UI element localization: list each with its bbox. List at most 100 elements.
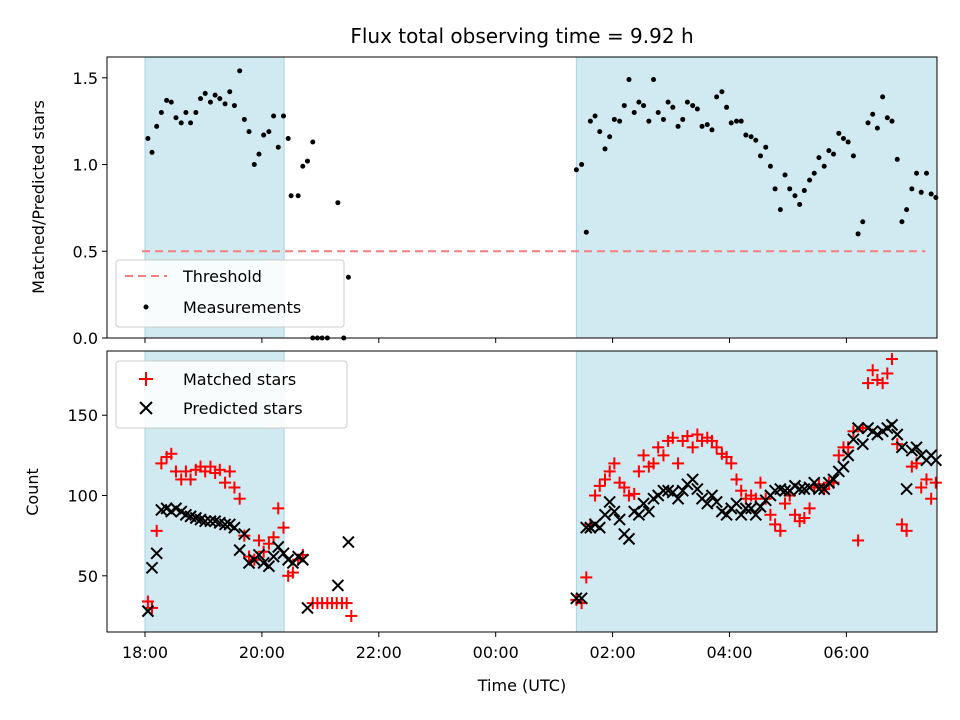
measurement-point (227, 89, 233, 95)
measurement-point (719, 89, 725, 95)
measurement-point (831, 151, 837, 157)
matched-star-point (184, 473, 197, 486)
matched-star-point (691, 428, 704, 441)
measurement-point (684, 99, 690, 105)
measurement-point (836, 130, 842, 136)
predicted-star-point (252, 548, 266, 562)
measurement-point (617, 118, 623, 124)
y-tick-label: 1.0 (73, 156, 98, 175)
measurement-point (904, 207, 910, 213)
measurement-point (757, 153, 763, 159)
predicted-star-point (228, 521, 241, 534)
measurement-point (626, 77, 632, 83)
matched-star-point (847, 425, 860, 438)
predicted-star-point (778, 484, 792, 497)
predicted-star-point (277, 547, 290, 560)
predicted-star-point (808, 476, 821, 489)
matched-star-point (622, 489, 635, 502)
matched-star-point (345, 609, 358, 622)
measurement-point (811, 170, 817, 176)
y-tick-label: 1.5 (73, 69, 98, 88)
chart-title: Flux total observing time = 9.92 h (350, 24, 693, 48)
measurement-point (602, 146, 608, 152)
measurement-point (787, 186, 793, 192)
matched-star-point (628, 487, 641, 500)
measurement-point (714, 94, 720, 100)
x-tick-label: 02:00 (590, 643, 636, 662)
matched-star-point (735, 484, 748, 497)
predicted-star-point (198, 514, 212, 528)
measurement-point (212, 92, 218, 98)
matched-star-point (803, 502, 816, 515)
x-tick-label: 04:00 (706, 643, 752, 662)
predicted-star-point (570, 592, 583, 605)
legend-predicted-swatch (139, 401, 153, 415)
measurement-point (607, 134, 613, 140)
measurement-point (251, 162, 257, 168)
measurement-point (271, 113, 277, 119)
bottom-axes-frame (106, 350, 938, 633)
measurement-point (149, 149, 155, 155)
measurement-point (709, 127, 715, 133)
matched-star-point (686, 441, 699, 454)
measurement-point (304, 158, 310, 164)
measurement-point (724, 104, 730, 110)
measurement-point (202, 90, 208, 96)
matched-star-point (666, 431, 679, 444)
x-tick-label: 06:00 (823, 643, 869, 662)
measurement-point (237, 68, 243, 74)
measurement-point (300, 163, 306, 169)
matched-star-point (730, 473, 743, 486)
predicted-star-point (837, 460, 850, 473)
predicted-star-point (608, 505, 621, 518)
matched-star-point (179, 465, 192, 478)
top-legend-box (115, 259, 345, 328)
measurement-point (573, 167, 579, 173)
measurement-point (914, 170, 920, 176)
measurement-point (801, 188, 807, 194)
matched-star-point (832, 449, 845, 462)
predicted-star-point (841, 449, 855, 462)
measurement-point (894, 156, 900, 162)
predicted-star-point (342, 535, 355, 549)
measurement-point (193, 110, 199, 116)
matched-star-point (885, 353, 898, 366)
legend-measurements-label: Measurements (183, 298, 301, 317)
predicted-star-point (739, 502, 753, 515)
bottom-legend: Matched stars Predicted stars (115, 360, 348, 429)
matched-star-point (340, 597, 353, 610)
measurement-point (597, 129, 603, 135)
matched-star-point (788, 508, 801, 521)
matched-star-point (891, 438, 904, 451)
matched-star-point (589, 489, 602, 502)
predicted-star-point (710, 495, 723, 509)
matched-star-point (900, 524, 913, 537)
measurement-point (178, 120, 184, 126)
measurement-point (183, 110, 189, 116)
bottom-y-axis-label: Count (23, 468, 42, 516)
measurement-point (285, 136, 291, 142)
predicted-star-point (233, 543, 246, 557)
matched-star-point (228, 481, 241, 494)
matched-star-point (862, 377, 875, 390)
matched-star-point (710, 441, 723, 454)
measurement-point (899, 219, 905, 225)
x-tick-label: 20:00 (239, 643, 285, 662)
predicted-star-point (847, 433, 860, 446)
measurement-point (880, 94, 886, 100)
measurement-point (690, 103, 696, 109)
measurement-point (826, 148, 832, 154)
measurement-point (592, 113, 598, 119)
matched-star-point (929, 476, 942, 489)
bottom-x-ticks: 18:00 20:00 22:00 00:00 02:00 04:00 06:00 (122, 632, 869, 662)
matched-star-point (141, 595, 154, 608)
measurement-point (310, 139, 316, 145)
predicted-star-point (575, 592, 588, 605)
top-axes-frame (106, 56, 938, 339)
y-tick-label: 50 (78, 567, 98, 586)
predicted-star-point (720, 508, 733, 521)
legend-predicted-label: Predicted stars (183, 399, 303, 418)
measurement-point (611, 116, 617, 122)
legend-matched-label: Matched stars (183, 370, 296, 389)
matched-star-point (608, 457, 621, 470)
